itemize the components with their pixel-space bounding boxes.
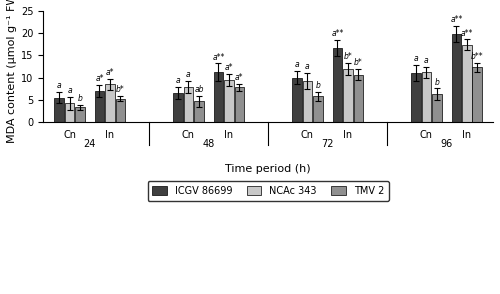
Bar xyxy=(94,91,104,122)
Bar xyxy=(332,48,342,122)
Bar xyxy=(343,69,353,122)
Text: a: a xyxy=(67,86,72,95)
Text: a: a xyxy=(414,54,418,64)
Text: b*: b* xyxy=(354,58,363,67)
Text: a: a xyxy=(294,60,300,69)
Bar xyxy=(116,98,126,122)
Text: a**: a** xyxy=(212,53,224,62)
Bar xyxy=(472,67,482,122)
Bar xyxy=(173,93,183,122)
Text: In: In xyxy=(224,130,234,140)
Text: a**: a** xyxy=(450,15,462,24)
Text: a**: a** xyxy=(460,29,473,38)
Bar xyxy=(214,72,224,122)
Text: a: a xyxy=(424,56,428,65)
Bar xyxy=(302,81,312,122)
Text: a*: a* xyxy=(95,74,104,83)
Text: Cn: Cn xyxy=(420,130,433,140)
Bar xyxy=(313,96,323,122)
Text: Cn: Cn xyxy=(63,130,76,140)
Text: a**: a** xyxy=(331,29,344,38)
Text: b: b xyxy=(78,94,82,103)
Text: In: In xyxy=(344,130,352,140)
Text: a*: a* xyxy=(224,63,233,72)
X-axis label: Time period (h): Time period (h) xyxy=(226,164,311,174)
Bar xyxy=(422,72,432,122)
Bar xyxy=(354,75,363,122)
Legend: ICGV 86699, NCAc 343, TMV 2: ICGV 86699, NCAc 343, TMV 2 xyxy=(148,181,389,201)
Bar xyxy=(432,94,442,122)
Text: Cn: Cn xyxy=(182,130,195,140)
Bar xyxy=(452,34,462,122)
Bar xyxy=(411,73,421,122)
Text: Cn: Cn xyxy=(301,130,314,140)
Text: a: a xyxy=(56,81,62,90)
Y-axis label: MDA content (µmol g⁻¹ FW): MDA content (µmol g⁻¹ FW) xyxy=(7,0,17,143)
Text: b*: b* xyxy=(344,52,352,61)
Text: In: In xyxy=(106,130,114,140)
Text: b: b xyxy=(434,78,440,86)
Bar xyxy=(75,107,85,122)
Bar xyxy=(105,84,115,122)
Text: In: In xyxy=(462,130,471,140)
Text: 24: 24 xyxy=(84,139,96,149)
Bar xyxy=(184,87,194,122)
Text: a: a xyxy=(176,76,180,85)
Text: a: a xyxy=(186,71,191,79)
Bar xyxy=(234,87,244,122)
Bar xyxy=(194,101,204,122)
Text: a*: a* xyxy=(235,73,244,82)
Text: 48: 48 xyxy=(202,139,215,149)
Bar xyxy=(54,98,64,122)
Text: b: b xyxy=(316,81,320,90)
Text: ab: ab xyxy=(194,85,203,94)
Text: b*: b* xyxy=(116,85,125,94)
Text: b**: b** xyxy=(471,52,484,61)
Bar xyxy=(64,103,74,122)
Text: a*: a* xyxy=(106,68,114,77)
Text: 72: 72 xyxy=(322,139,334,149)
Bar xyxy=(462,45,471,122)
Text: 96: 96 xyxy=(440,139,453,149)
Bar xyxy=(224,80,234,122)
Bar xyxy=(292,78,302,122)
Text: a: a xyxy=(305,62,310,71)
